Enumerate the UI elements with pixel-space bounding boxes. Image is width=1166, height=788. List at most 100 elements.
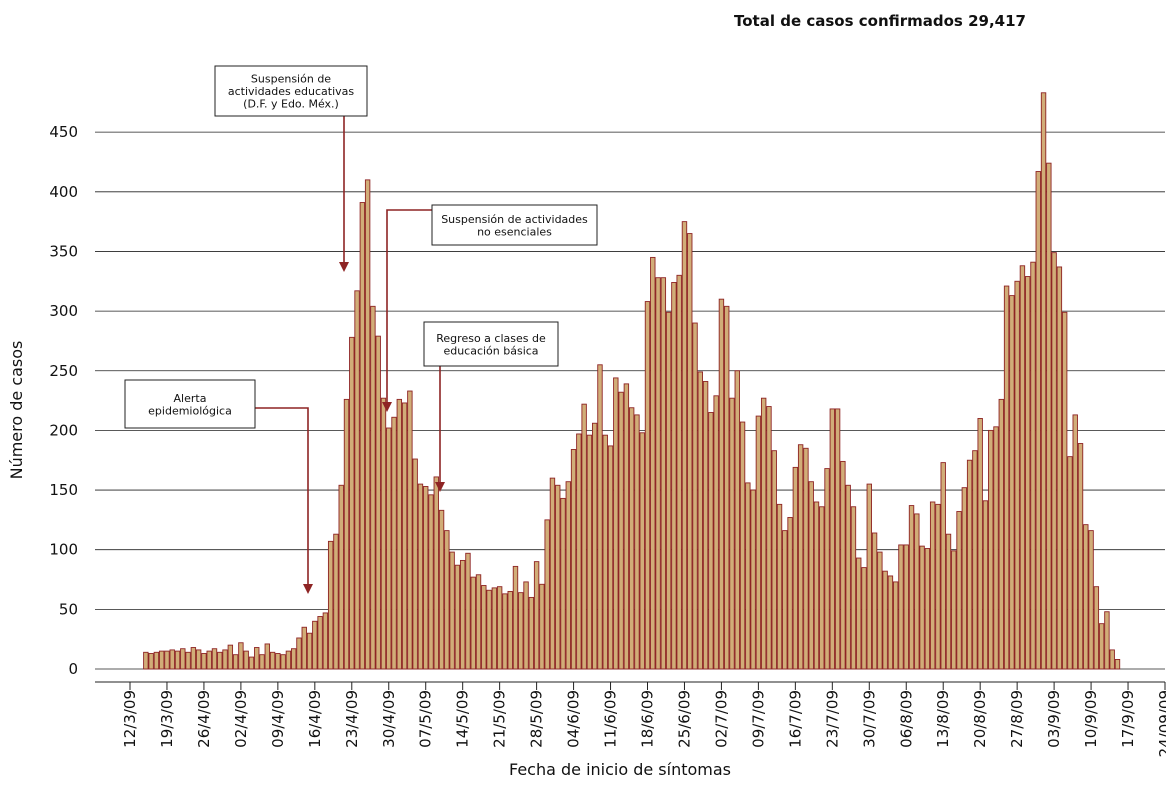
bar xyxy=(1072,414,1078,670)
bar xyxy=(665,311,672,670)
bar xyxy=(755,415,762,670)
bar xyxy=(1093,586,1100,670)
bar xyxy=(734,370,740,670)
bar xyxy=(581,403,587,670)
bar xyxy=(671,282,677,670)
bar xyxy=(966,459,973,670)
bar xyxy=(370,305,376,670)
bar xyxy=(507,591,513,670)
bar xyxy=(560,497,566,670)
bar xyxy=(988,429,994,670)
bar xyxy=(797,444,804,670)
x-tick-label: 06/8/09 xyxy=(897,690,915,748)
y-tick-label: 300 xyxy=(49,302,78,320)
y-tick-label: 100 xyxy=(49,541,78,559)
bar xyxy=(687,233,693,670)
bar xyxy=(518,592,524,670)
bar xyxy=(428,494,434,670)
bar xyxy=(180,648,186,670)
x-tick-label: 14/5/09 xyxy=(454,690,472,748)
bar xyxy=(919,545,925,670)
bar xyxy=(528,596,535,670)
x-tick-label: 23/7/09 xyxy=(823,690,841,748)
bar xyxy=(481,585,487,670)
annotation-text: Regreso a clases de xyxy=(436,332,546,345)
y-tick-label: 350 xyxy=(49,242,78,260)
bar xyxy=(164,650,170,670)
bar xyxy=(1088,530,1094,670)
y-tick-label: 50 xyxy=(59,600,78,618)
x-tick-label: 19/3/09 xyxy=(158,690,176,748)
bar xyxy=(924,548,931,670)
y-tick-label: 250 xyxy=(49,362,78,380)
bar xyxy=(745,482,751,670)
x-tick-label: 23/4/09 xyxy=(343,690,361,748)
bar xyxy=(871,532,878,670)
bar xyxy=(148,653,154,670)
bar xyxy=(359,202,366,670)
bar xyxy=(1040,92,1047,670)
y-tick-label: 0 xyxy=(68,660,78,678)
bar xyxy=(639,432,645,670)
annotation-text: Suspensión de actividades xyxy=(441,213,588,226)
bar xyxy=(254,647,260,670)
bar xyxy=(195,649,202,670)
bar xyxy=(423,486,429,670)
bar xyxy=(185,651,191,670)
bar xyxy=(333,533,339,670)
y-tick-label: 400 xyxy=(49,183,78,201)
bar xyxy=(892,581,899,670)
annotation-text: actividades educativas xyxy=(228,85,355,98)
bar xyxy=(1003,285,1010,670)
bar xyxy=(354,290,360,670)
bar xyxy=(628,407,635,670)
bar xyxy=(264,643,270,670)
bar xyxy=(1051,252,1057,670)
bar xyxy=(951,550,957,670)
bar xyxy=(533,561,540,670)
bar xyxy=(982,500,989,670)
bar xyxy=(819,506,825,670)
bar xyxy=(945,533,952,670)
bar xyxy=(724,305,730,670)
x-tick-label: 18/6/09 xyxy=(639,690,657,748)
x-tick-label: 16/4/09 xyxy=(306,690,324,748)
bar xyxy=(217,651,223,670)
bar xyxy=(1030,261,1036,670)
bar xyxy=(766,406,772,670)
bar xyxy=(375,335,381,670)
x-tick-label: 02/4/09 xyxy=(232,690,250,748)
bar xyxy=(449,551,455,670)
bar xyxy=(613,377,619,670)
bar xyxy=(882,570,888,670)
bar xyxy=(539,583,545,670)
bar xyxy=(143,651,149,670)
bar xyxy=(866,483,872,670)
bar xyxy=(169,649,175,670)
bar xyxy=(158,650,165,670)
bar xyxy=(607,445,614,670)
bar xyxy=(808,481,814,670)
bar xyxy=(285,650,292,670)
bar xyxy=(771,450,777,670)
bar xyxy=(929,501,936,670)
bar xyxy=(486,589,492,670)
bar xyxy=(465,552,471,670)
bar xyxy=(998,398,1004,670)
bar xyxy=(898,544,904,670)
bar xyxy=(1061,311,1068,670)
bar xyxy=(1009,295,1015,670)
bar xyxy=(597,364,603,670)
bar xyxy=(243,650,249,670)
y-tick-label: 150 xyxy=(49,481,78,499)
bar xyxy=(1104,611,1110,670)
bar xyxy=(750,489,756,670)
bar xyxy=(248,656,255,670)
bar xyxy=(570,449,577,670)
bar xyxy=(222,649,228,670)
bar xyxy=(713,395,719,670)
x-tick-label: 13/8/09 xyxy=(934,690,952,748)
bar xyxy=(259,654,265,670)
bar xyxy=(887,575,894,670)
annotation-text: educación básica xyxy=(443,344,538,357)
